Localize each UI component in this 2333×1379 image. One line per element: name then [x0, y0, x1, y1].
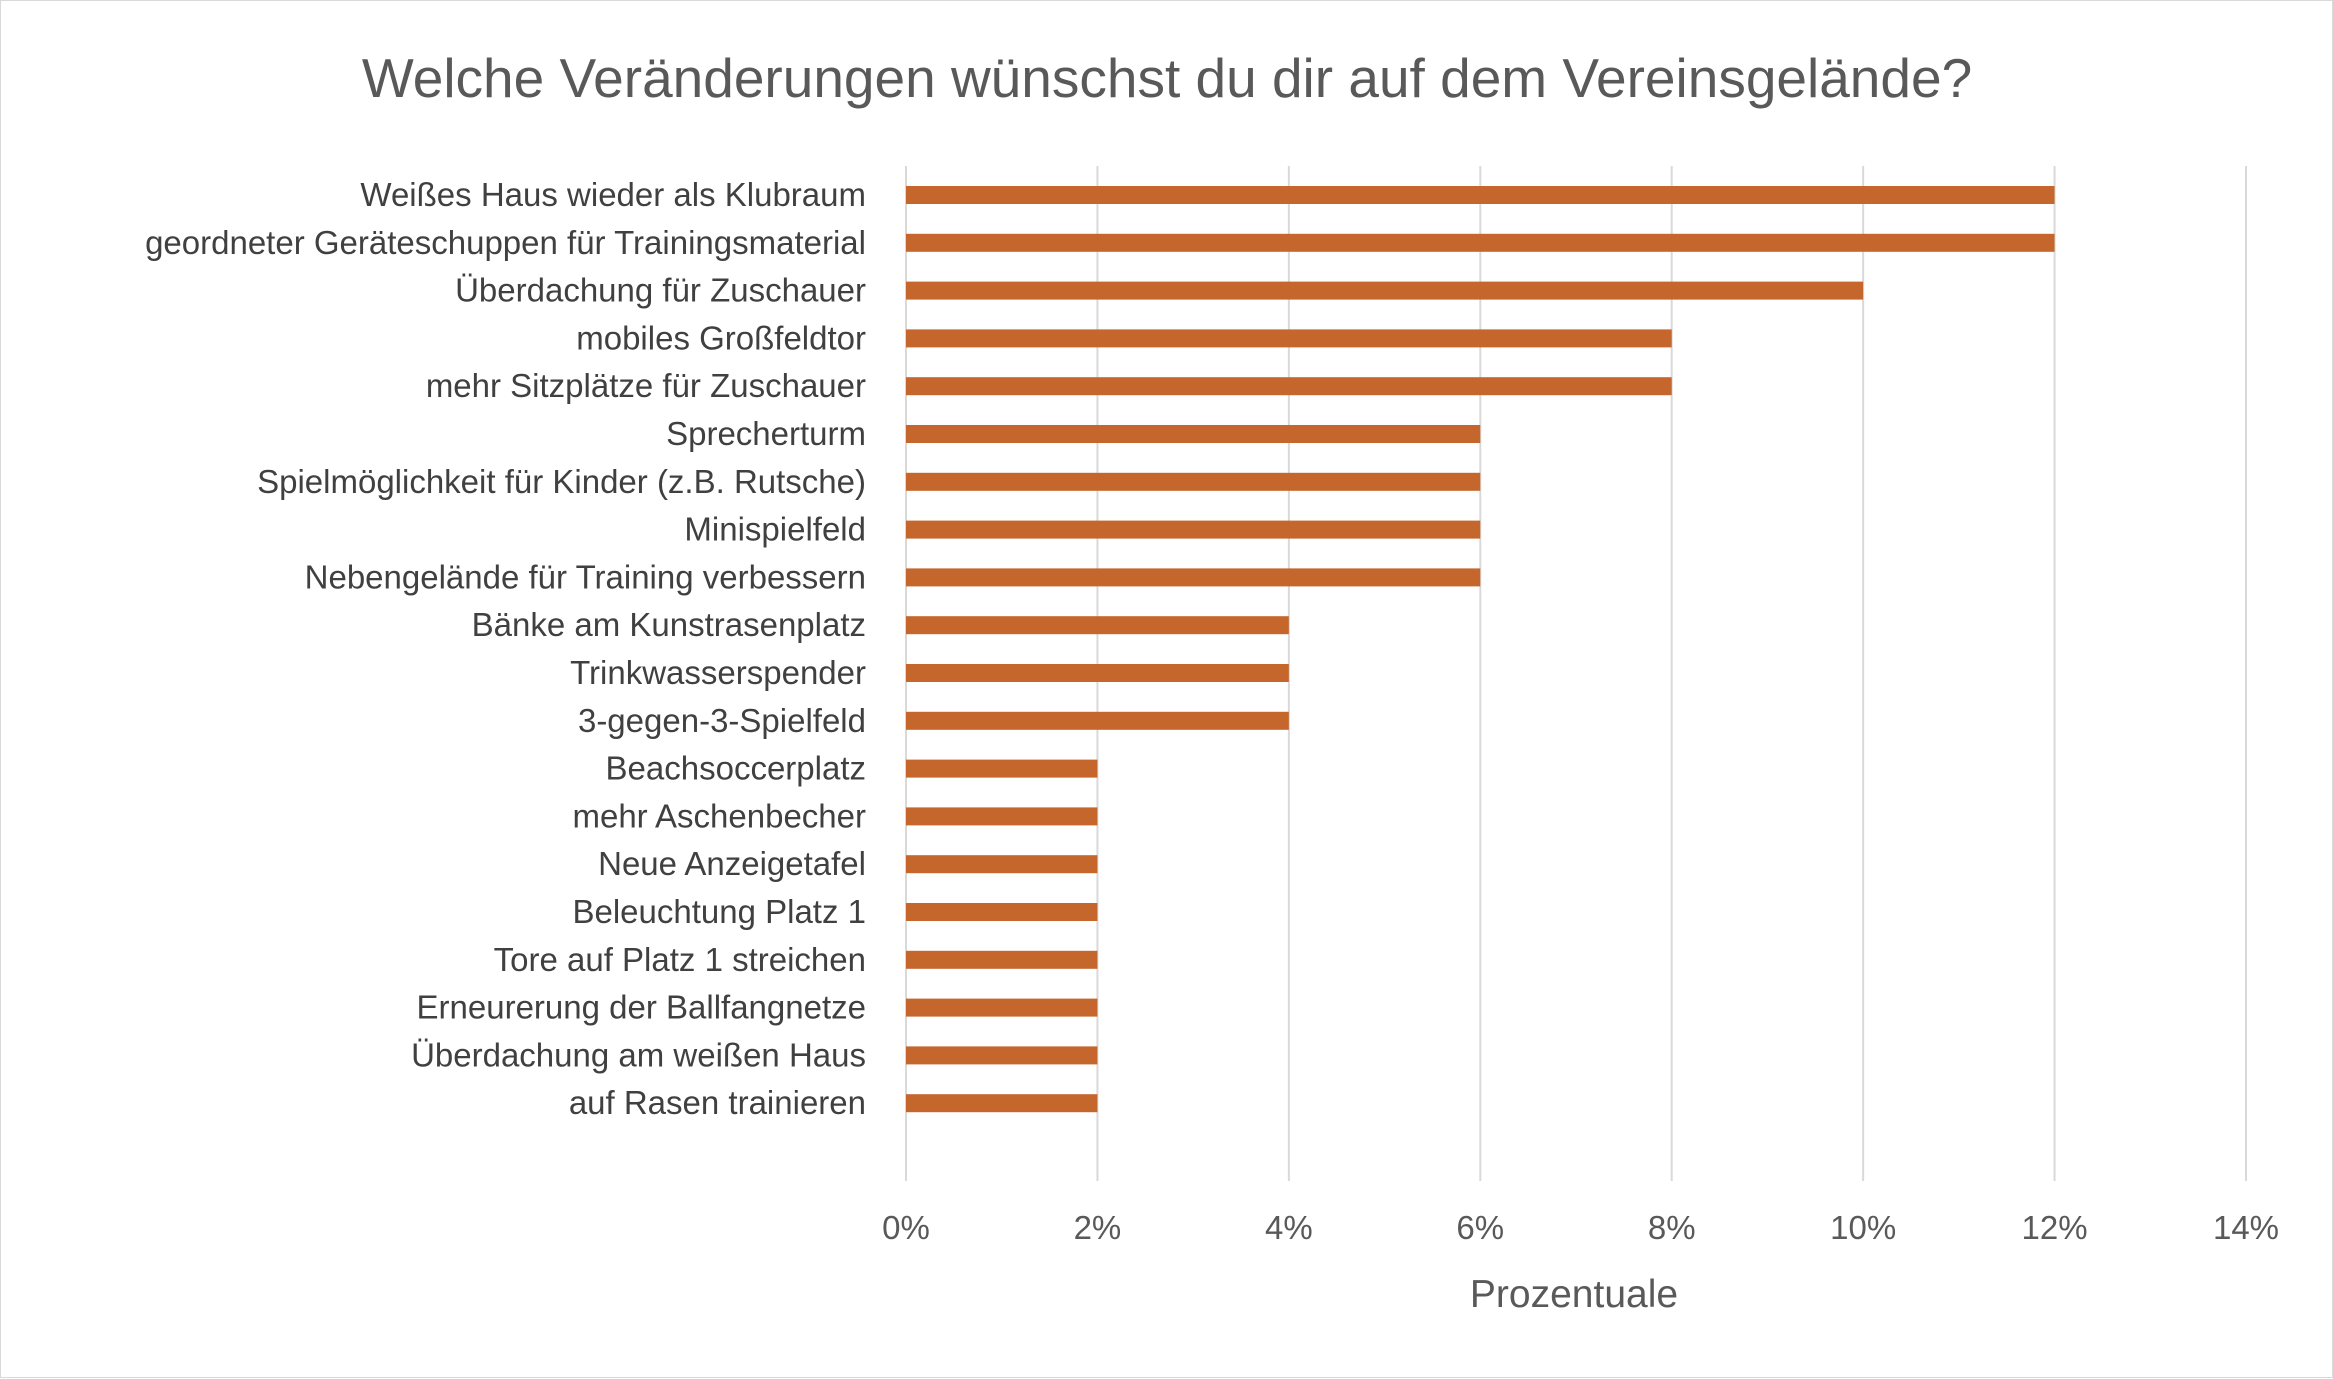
- bar: [906, 568, 1481, 587]
- bar: [906, 520, 1481, 539]
- category-label: auf Rasen trainieren: [569, 1084, 866, 1121]
- category-label: mobiles Großfeldtor: [576, 319, 866, 356]
- x-tick-label: 8%: [1648, 1209, 1696, 1246]
- category-label: Überdachung am weißen Haus: [411, 1036, 866, 1073]
- bar: [906, 664, 1289, 682]
- bar: [906, 472, 1481, 491]
- bar: [906, 329, 1672, 348]
- x-tick-label: 0%: [882, 1209, 930, 1246]
- category-label: Erneurerung der Ballfangnetze: [417, 989, 866, 1026]
- category-labels: Weißes Haus wieder als Klubraum geordnete…: [145, 176, 866, 1121]
- bar: [906, 425, 1481, 443]
- category-label: geordneter Geräteschuppen für Trainingsm…: [145, 224, 866, 261]
- bar: [906, 950, 1098, 969]
- bar: [906, 186, 2055, 204]
- bar: [906, 903, 1098, 921]
- x-tick-label: 14%: [2213, 1209, 2279, 1246]
- category-label: Nebengelände für Training verbessern: [305, 558, 866, 595]
- category-label: Neue Anzeigetafel: [598, 845, 866, 882]
- category-label: Tore auf Platz 1 streichen: [494, 941, 866, 978]
- category-label: Minispielfeld: [684, 511, 866, 548]
- category-label: Beachsoccerplatz: [606, 750, 866, 787]
- category-label: Überdachung für Zuschauer: [455, 272, 866, 309]
- category-label: Bänke am Kunstrasenplatz: [472, 606, 866, 643]
- x-tick-label: 2%: [1074, 1209, 1122, 1246]
- category-label: Trinkwasserspender: [570, 654, 866, 691]
- x-tick-label: 6%: [1456, 1209, 1504, 1246]
- bar: [906, 281, 1864, 300]
- bar: [906, 377, 1672, 396]
- x-axis-title: Prozentuale: [1470, 1273, 1678, 1316]
- bar: [906, 1094, 1098, 1113]
- category-label: Beleuchtung Platz 1: [572, 893, 866, 930]
- bar: [906, 759, 1098, 778]
- category-label: mehr Sitzplätze für Zuschauer: [426, 367, 866, 404]
- x-axis-tick-labels: 0% 2% 4% 6% 8% 10% 12% 14%: [882, 1209, 2279, 1246]
- category-label: Weißes Haus wieder als Klubraum: [360, 176, 866, 213]
- bar: [906, 807, 1098, 826]
- category-label: 3-gegen-3-Spielfeld: [578, 702, 866, 739]
- category-label: Spielmöglichkeit für Kinder (z.B. Rutsch…: [257, 463, 866, 500]
- bars: [906, 186, 2055, 1113]
- x-tick-label: 12%: [2022, 1209, 2088, 1246]
- bar: [906, 1046, 1098, 1065]
- x-tick-label: 10%: [1830, 1209, 1896, 1246]
- bar: [906, 711, 1289, 730]
- bar: [906, 855, 1098, 874]
- x-tick-label: 4%: [1265, 1209, 1313, 1246]
- category-label: mehr Aschenbecher: [572, 797, 866, 834]
- bar: [906, 616, 1289, 635]
- category-label: Sprecherturm: [666, 415, 866, 452]
- bar: [906, 998, 1098, 1017]
- chart-title: Welche Veränderungen wünschst du dir auf…: [362, 47, 1972, 109]
- bar: [906, 233, 2055, 252]
